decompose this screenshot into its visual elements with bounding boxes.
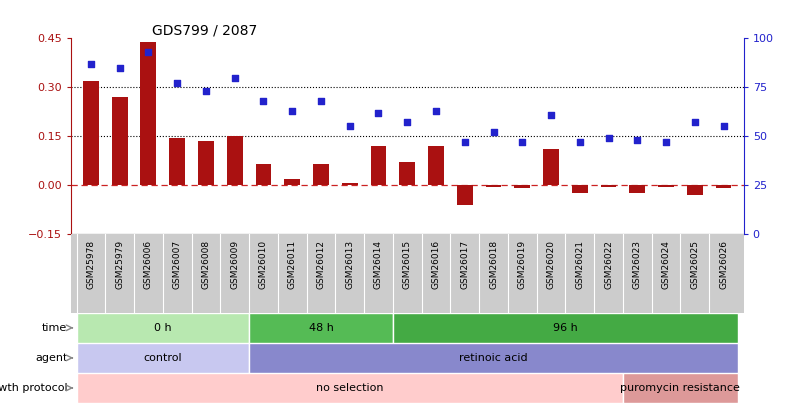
Text: GSM26009: GSM26009 — [230, 240, 238, 289]
Text: GSM26019: GSM26019 — [517, 240, 526, 289]
Text: GSM25978: GSM25978 — [86, 240, 96, 289]
Bar — [284, 179, 300, 185]
Point — [84, 61, 97, 67]
Point — [516, 139, 528, 145]
Text: GSM26026: GSM26026 — [718, 240, 728, 289]
Point — [142, 49, 155, 55]
Point — [343, 123, 356, 130]
Text: 0 h: 0 h — [154, 323, 171, 333]
Bar — [249, 313, 393, 343]
Text: GSM26007: GSM26007 — [173, 240, 181, 289]
Text: 48 h: 48 h — [308, 323, 333, 333]
Point — [630, 137, 643, 143]
Bar — [341, 183, 357, 185]
Text: GDS799 / 2087: GDS799 / 2087 — [151, 23, 256, 37]
Bar — [715, 185, 731, 188]
Bar — [255, 164, 271, 185]
Text: no selection: no selection — [316, 383, 383, 393]
Point — [687, 119, 700, 126]
Bar — [622, 373, 737, 403]
Bar — [658, 185, 673, 187]
Point — [487, 129, 499, 136]
Bar — [112, 97, 128, 185]
Text: GSM26022: GSM26022 — [603, 240, 612, 289]
Bar — [76, 343, 249, 373]
Bar — [141, 42, 156, 185]
Point — [372, 109, 385, 116]
Text: time: time — [42, 323, 67, 333]
Point — [429, 108, 442, 114]
Text: GSM26020: GSM26020 — [546, 240, 555, 289]
Bar — [312, 164, 328, 185]
Bar — [514, 185, 529, 188]
Text: 96 h: 96 h — [552, 323, 577, 333]
Text: GSM26017: GSM26017 — [459, 240, 469, 289]
Bar — [226, 136, 243, 185]
Bar — [686, 185, 702, 195]
Text: control: control — [143, 353, 181, 363]
Point — [257, 98, 270, 104]
Text: GSM26010: GSM26010 — [259, 240, 267, 289]
Bar — [629, 185, 644, 193]
Point — [228, 74, 241, 81]
Text: GSM26011: GSM26011 — [287, 240, 296, 289]
Point — [658, 139, 671, 145]
Text: GSM26012: GSM26012 — [316, 240, 325, 289]
Bar — [169, 138, 185, 185]
Bar — [485, 185, 501, 187]
Text: GSM26024: GSM26024 — [661, 240, 670, 289]
Bar — [249, 343, 737, 373]
Text: GSM26021: GSM26021 — [575, 240, 584, 289]
Text: retinoic acid: retinoic acid — [459, 353, 527, 363]
Point — [285, 108, 298, 114]
Point — [401, 119, 414, 126]
Point — [199, 88, 212, 94]
Text: growth protocol: growth protocol — [0, 383, 67, 393]
Bar — [198, 141, 214, 185]
Point — [544, 111, 556, 118]
Point — [458, 139, 471, 145]
Bar — [571, 185, 587, 193]
Bar — [370, 146, 386, 185]
Bar — [83, 81, 99, 185]
Bar — [543, 149, 558, 185]
Bar — [600, 185, 616, 187]
Text: GSM26018: GSM26018 — [488, 240, 497, 289]
Text: GSM26015: GSM26015 — [402, 240, 411, 289]
Bar — [393, 313, 737, 343]
Text: agent: agent — [35, 353, 67, 363]
Point — [716, 123, 729, 130]
Bar — [427, 146, 443, 185]
Text: GSM26016: GSM26016 — [431, 240, 440, 289]
Bar — [456, 185, 472, 205]
Bar — [76, 373, 622, 403]
Point — [573, 139, 585, 145]
Bar — [399, 162, 414, 185]
Bar — [76, 313, 249, 343]
Point — [170, 80, 183, 87]
Point — [314, 98, 327, 104]
Text: GSM26023: GSM26023 — [632, 240, 641, 289]
Point — [113, 64, 126, 71]
Text: GSM26006: GSM26006 — [144, 240, 153, 289]
Text: GSM26013: GSM26013 — [344, 240, 354, 289]
Text: GSM26025: GSM26025 — [690, 240, 699, 289]
Text: GSM26008: GSM26008 — [202, 240, 210, 289]
Text: GSM25979: GSM25979 — [115, 240, 124, 289]
Text: GSM26014: GSM26014 — [373, 240, 382, 289]
Point — [601, 135, 614, 141]
Text: puromycin resistance: puromycin resistance — [620, 383, 740, 393]
